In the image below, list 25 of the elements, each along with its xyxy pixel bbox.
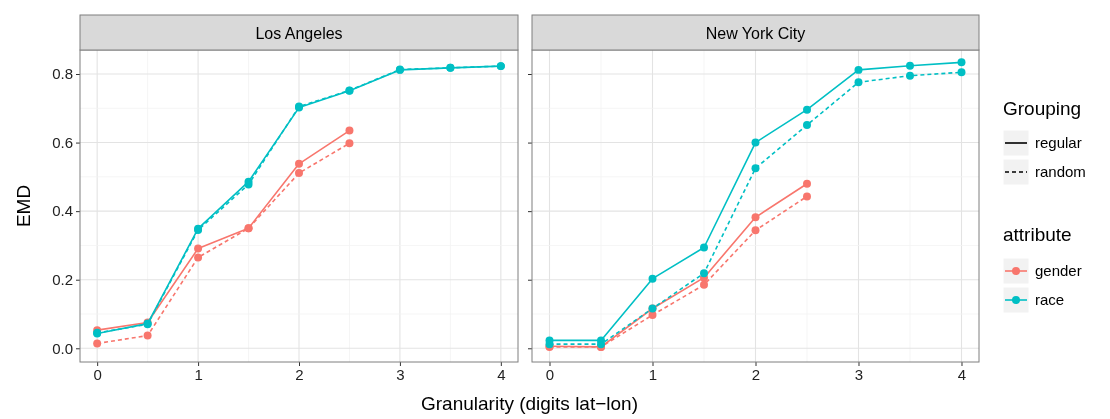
chart-title: Los Angeles	[255, 24, 343, 42]
x-axis-title: Granularity (digits lat−lon)	[420, 393, 639, 414]
text: random	[1035, 163, 1086, 180]
x-tick-label: 4	[957, 365, 967, 383]
y-tick-label: 0.4	[52, 202, 73, 220]
x-tick-label: 0	[545, 365, 555, 383]
x-tick-label: 3	[854, 365, 864, 383]
x-tick-label: 0	[93, 365, 102, 383]
y-tick-label: 0.6	[52, 133, 73, 151]
legend-label: race	[1035, 291, 1065, 308]
x-tick-label: 2	[751, 365, 761, 383]
legend-title: attribute	[1003, 224, 1072, 245]
text: regular	[1035, 134, 1082, 151]
legend-label: gender	[1035, 262, 1082, 279]
x-tick-label: 4	[497, 365, 506, 383]
y-tick-label: 0.8	[52, 65, 73, 83]
x-tick-label: 2	[295, 365, 304, 383]
y-axis-title: EMD	[13, 184, 34, 228]
y-tick-label: 0.2	[52, 271, 73, 289]
x-tick-label: 1	[194, 365, 203, 383]
chart-title: New York City	[705, 24, 806, 42]
text: Grouping	[1003, 98, 1082, 119]
x-tick-label: 3	[396, 365, 405, 383]
y-tick-label: 0.0	[52, 339, 73, 357]
x-tick-label: 1	[648, 365, 658, 383]
